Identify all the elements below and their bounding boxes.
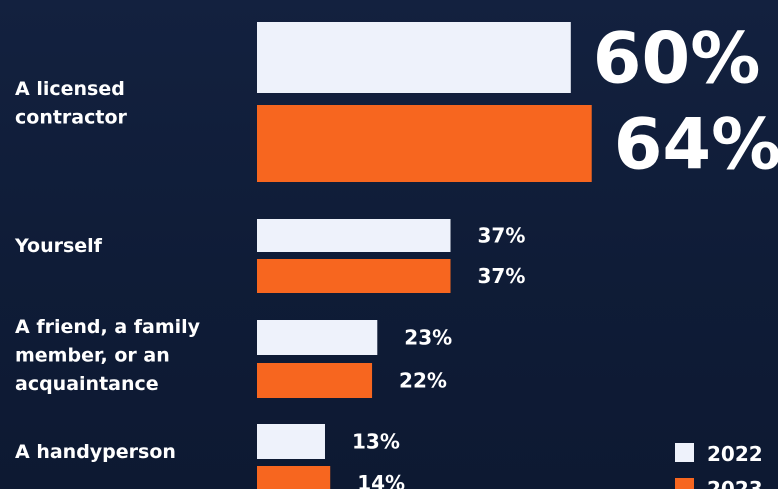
bar-2023-yourself [257,259,451,293]
category-label-line: A handyperson [15,441,176,463]
bar-2022-a-licensed-contractor [257,22,571,93]
data-label-2023-a-licensed-contractor: 64% [614,104,778,186]
legend-label-2022: 2022 [707,442,763,466]
legend: 2022 2023 [675,442,763,489]
category-label-a-friend-a-family-member-or-an-acquaintance: A friend, a family member, or an acquainta… [15,316,201,395]
bar-2022-yourself [257,219,451,252]
category-label-a-handyperson: A handyperson [15,441,176,463]
value-labels: 60%64% 37% 37% 23% 22% 13% 14% [352,18,778,489]
category-label-line: contractor [15,107,128,129]
category-label-yourself: Yourself [14,235,103,257]
bar-2022-a-handyperson [257,424,325,459]
legend-swatch-2022 [675,443,694,462]
data-label-2022-a-licensed-contractor: 60% [593,18,761,100]
category-label-line: acquaintance [15,373,159,395]
data-label-2023-a-friend-a-family-member-or-an-acquaintance: 22% [399,369,447,393]
category-label-a-licensed-contractor: A licensed contractor [15,78,128,129]
data-label-2022-yourself: 37% [478,224,526,248]
data-label-2022-a-friend-a-family-member-or-an-acquaintance: 23% [404,326,452,350]
data-label-2022-a-handyperson: 13% [352,430,400,454]
category-label-line: A friend, a family [15,316,201,338]
bar-2023-a-handyperson [257,466,331,489]
category-label-line: member, or an [15,345,170,367]
legend-swatch-2023 [675,478,694,489]
category-label-line: Yourself [14,235,103,257]
data-label-2023-a-handyperson: 14% [357,471,405,489]
bar-2023-a-licensed-contractor [257,105,592,182]
bars [257,22,592,489]
bar-2023-a-friend-a-family-member-or-an-acquaintance [257,363,373,398]
legend-label-2023: 2023 [707,477,763,489]
bar-2022-a-friend-a-family-member-or-an-acquaintance [257,320,378,355]
category-labels: A licensed contractor Yourself A friend, a … [14,78,201,463]
category-label-line: A licensed [15,78,125,100]
data-label-2023-yourself: 37% [478,264,526,288]
